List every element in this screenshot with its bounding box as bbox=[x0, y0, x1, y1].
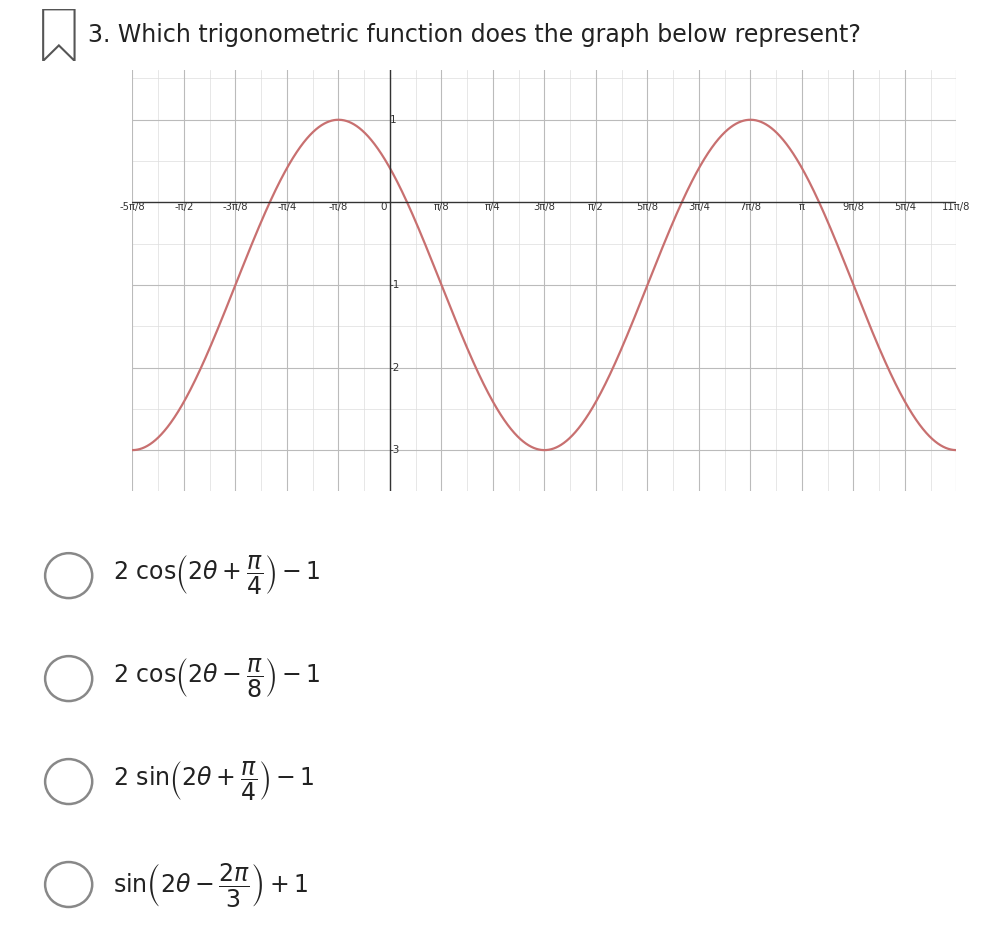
Text: -π/2: -π/2 bbox=[175, 202, 193, 212]
Text: -3: -3 bbox=[390, 446, 400, 455]
Text: 11π/8: 11π/8 bbox=[943, 202, 970, 212]
Text: 3π/8: 3π/8 bbox=[534, 202, 555, 212]
Text: $2\ \cos\!\left(2\theta - \dfrac{\pi}{8}\right) - 1$: $2\ \cos\!\left(2\theta - \dfrac{\pi}{8}… bbox=[113, 657, 320, 700]
Text: -3π/8: -3π/8 bbox=[223, 202, 248, 212]
Text: 3π/4: 3π/4 bbox=[688, 202, 710, 212]
Text: -π/8: -π/8 bbox=[329, 202, 348, 212]
Text: π/8: π/8 bbox=[434, 202, 449, 212]
Text: 1: 1 bbox=[390, 115, 396, 124]
Text: $2\ \cos\!\left(2\theta + \dfrac{\pi}{4}\right) - 1$: $2\ \cos\!\left(2\theta + \dfrac{\pi}{4}… bbox=[113, 554, 320, 597]
Text: 0: 0 bbox=[381, 202, 387, 212]
Text: -π/4: -π/4 bbox=[278, 202, 296, 212]
Text: 3. Which trigonometric function does the graph below represent?: 3. Which trigonometric function does the… bbox=[88, 23, 861, 47]
Text: -5π/8: -5π/8 bbox=[120, 202, 145, 212]
Text: π/4: π/4 bbox=[486, 202, 500, 212]
Text: $2\ \sin\!\left(2\theta + \dfrac{\pi}{4}\right) - 1$: $2\ \sin\!\left(2\theta + \dfrac{\pi}{4}… bbox=[113, 760, 314, 803]
Text: 5π/4: 5π/4 bbox=[894, 202, 916, 212]
Text: π: π bbox=[799, 202, 805, 212]
Text: $\sin\!\left(2\theta - \dfrac{2\pi}{3}\right) + 1$: $\sin\!\left(2\theta - \dfrac{2\pi}{3}\r… bbox=[113, 860, 308, 909]
Text: π/2: π/2 bbox=[588, 202, 604, 212]
Text: 9π/8: 9π/8 bbox=[843, 202, 864, 212]
Text: -2: -2 bbox=[390, 362, 400, 373]
Text: 5π/8: 5π/8 bbox=[637, 202, 658, 212]
Text: -1: -1 bbox=[390, 280, 400, 290]
Text: 7π/8: 7π/8 bbox=[740, 202, 761, 212]
